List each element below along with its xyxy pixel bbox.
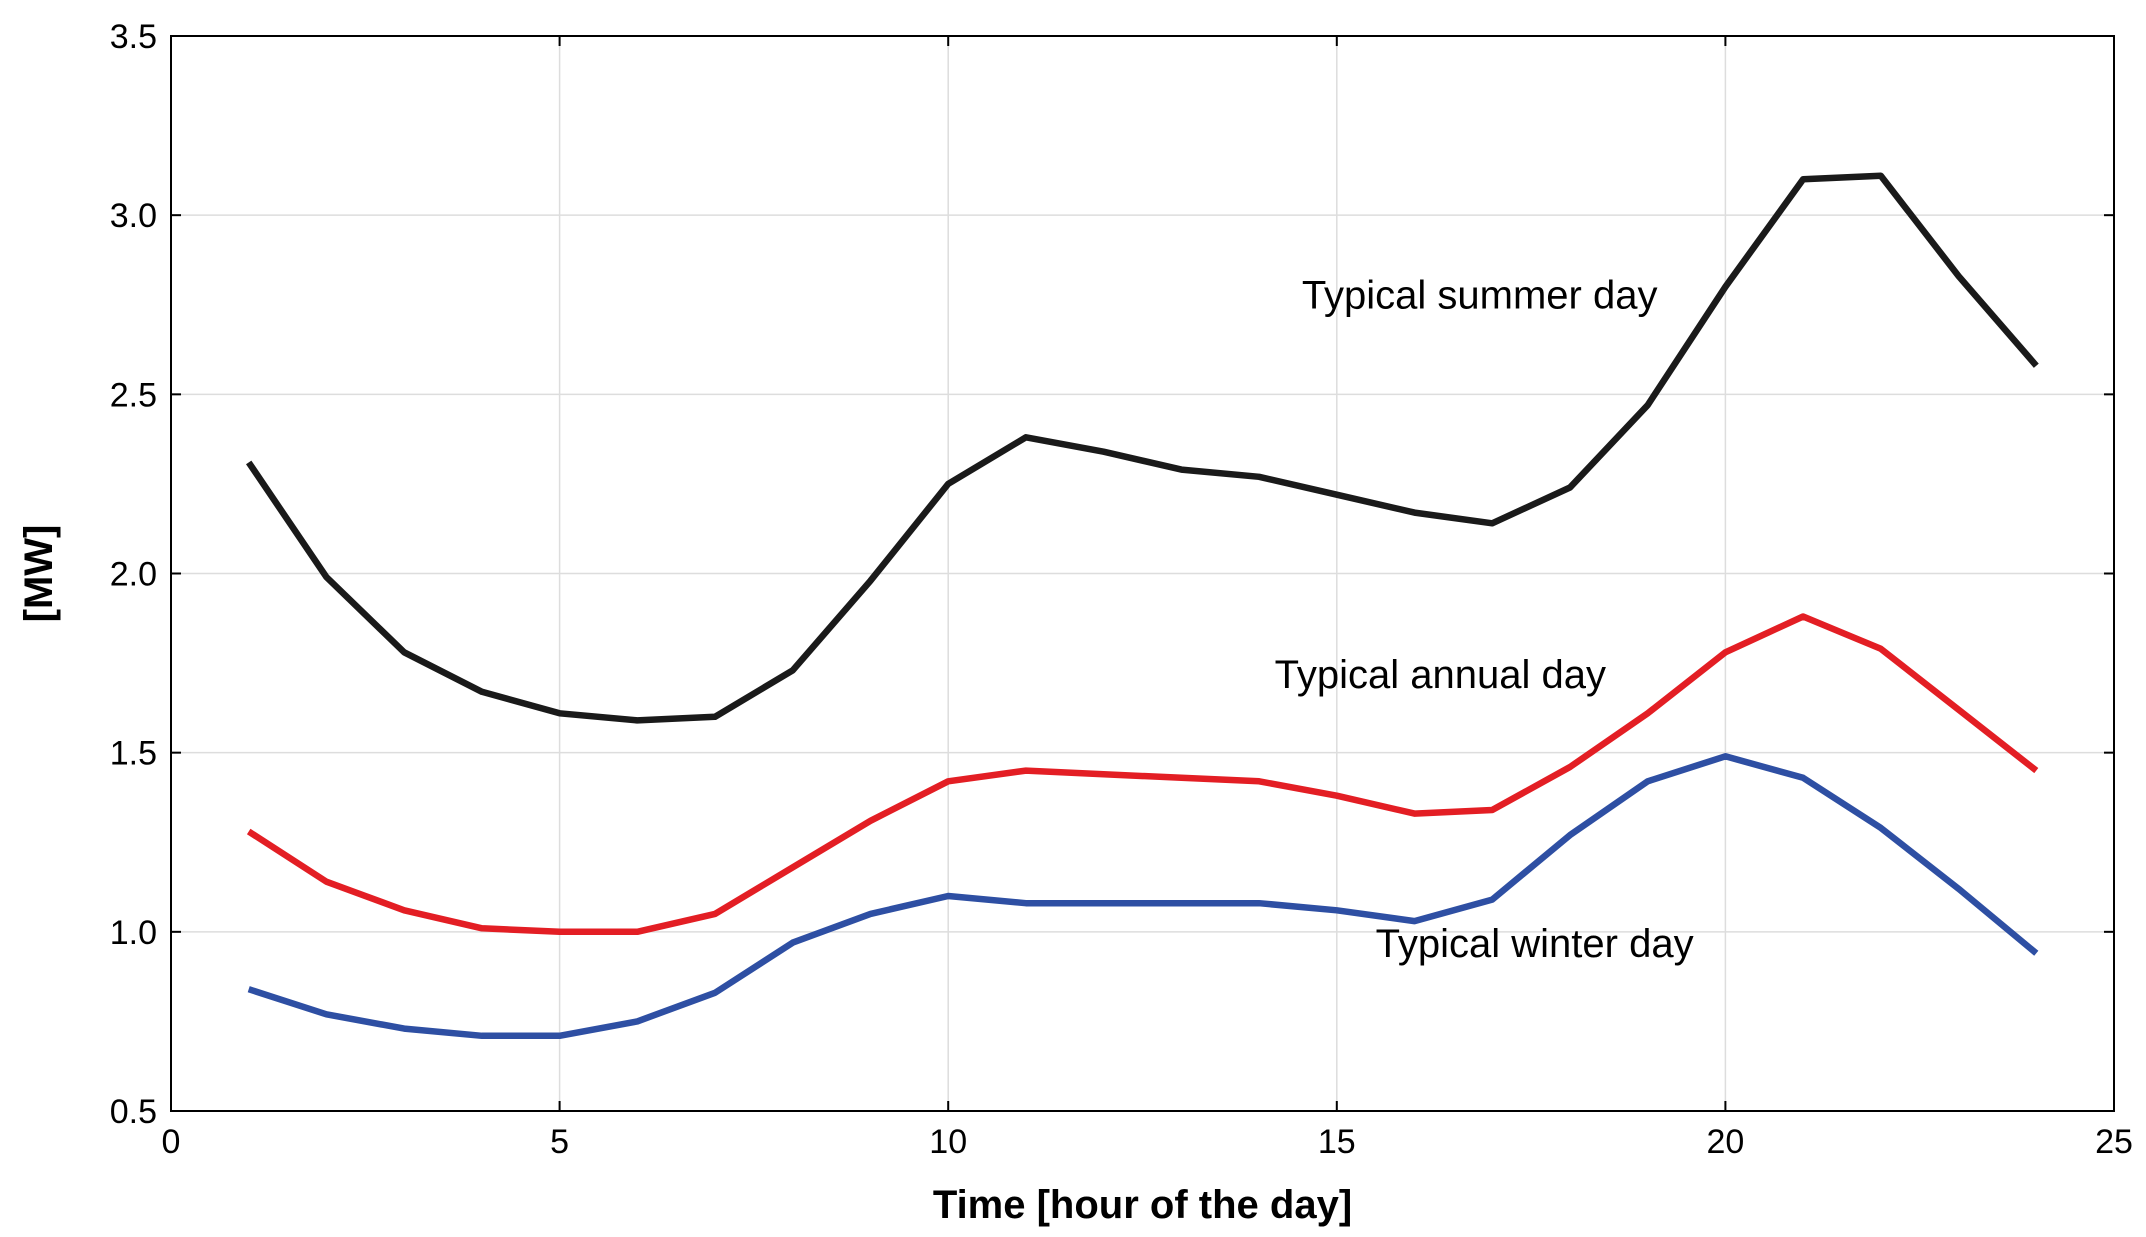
x-tick-label-1: 5 [550,1123,569,1161]
y-tick-label-6: 3.5 [110,18,157,56]
y-tick-label-1: 1.0 [110,914,157,952]
series-lines [246,172,2039,1040]
x-axis: 0 5 10 15 20 25 [162,36,2133,1161]
series-line-typical-summer-day [246,172,2039,724]
y-tick-label-0: 0.5 [110,1093,157,1131]
series-annotations: Typical summer day Typical annual day Typi… [1275,273,1694,966]
y-tick-label-3: 2.0 [110,556,157,594]
x-tick-label-4: 20 [1706,1123,1744,1161]
y-tick-label-5: 3.0 [110,197,157,235]
grid [171,36,2114,1111]
series-label-typical-winter-day: Typical winter day [1376,922,1694,966]
series-line-typical-winter-day [247,753,2039,1040]
y-axis-title: [MW] [17,525,61,623]
y-axis: 0.5 1.0 1.5 2.0 2.5 3.0 3.5 [110,18,2114,1131]
series-label-typical-annual-day: Typical annual day [1275,653,1606,697]
series-label-typical-summer-day: Typical summer day [1302,273,1658,317]
y-tick-label-2: 1.5 [110,735,157,773]
x-tick-label-2: 10 [929,1123,967,1161]
x-tick-label-3: 15 [1318,1123,1356,1161]
x-tick-label-5: 25 [2095,1123,2133,1161]
series-line-typical-annual-day [246,613,2039,936]
x-axis-title: Time [hour of the day] [933,1183,1352,1227]
y-tick-label-4: 2.5 [110,376,157,414]
x-tick-label-0: 0 [162,1123,181,1161]
